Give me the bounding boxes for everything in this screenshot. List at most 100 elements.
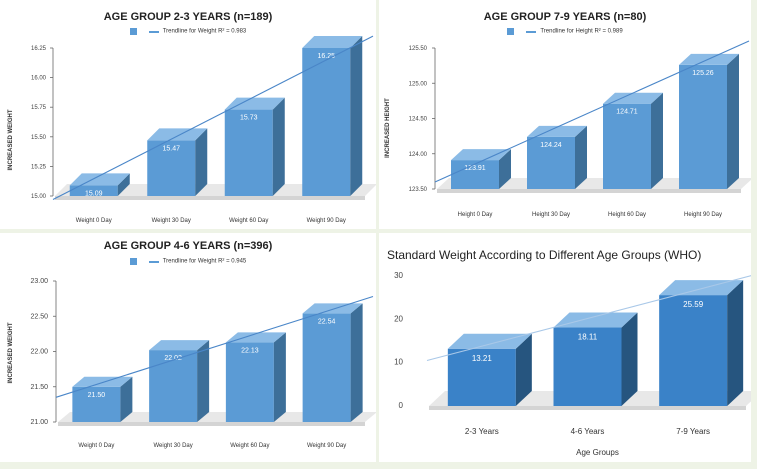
bar-side xyxy=(727,53,739,189)
bar-front xyxy=(553,327,622,406)
chart-title: AGE GROUP 4-6 YEARS (n=396) xyxy=(103,240,273,252)
x-tick-label: Weight 90 Day xyxy=(307,218,346,224)
bar-side xyxy=(195,128,208,196)
bar-side xyxy=(350,303,363,422)
x-tick-label: Height 0 Day xyxy=(458,212,493,218)
bar-side xyxy=(120,376,133,422)
bar-front xyxy=(447,348,516,406)
chart-title: AGE GROUP 2-3 YEARS (n=189) xyxy=(103,11,273,23)
chart-panel-age-7-9: AGE GROUP 7-9 YEARS (n=80) Trendline for… xyxy=(379,0,751,229)
bar-top xyxy=(69,173,130,186)
bar-top xyxy=(72,376,133,387)
x-tick-label: Weight 30 Day xyxy=(154,443,193,449)
y-tick-label: 22.50 xyxy=(30,313,48,320)
y-tick-label: 125.50 xyxy=(409,46,428,52)
chart-panel-age-2-3: AGE GROUP 2-3 YEARS (n=189) Trendline fo… xyxy=(0,0,376,229)
y-tick-label: 15.75 xyxy=(31,105,47,111)
y-tick-label: 16.25 xyxy=(31,46,47,52)
chart-legend: Trendline for Weight R² = 0.945 xyxy=(0,258,376,265)
bar-chart-age-7-9: 123.50 124.00 124.50 125.00 125.50 123.91 Heig… xyxy=(385,40,751,218)
legend-bar-swatch xyxy=(507,28,515,35)
bar xyxy=(224,97,285,196)
chart-floor-edge xyxy=(58,422,365,426)
bar-side xyxy=(272,97,285,196)
data-label: 15.47 xyxy=(162,145,180,152)
bar-front xyxy=(659,295,728,406)
bar xyxy=(147,128,208,196)
y-tick-label: 20 xyxy=(394,314,403,323)
y-tick-label: 30 xyxy=(394,271,403,280)
bar-side xyxy=(197,340,210,422)
x-tick-label: Weight 30 Day xyxy=(152,218,191,224)
bar-top xyxy=(553,312,638,328)
y-tick-label: 124.00 xyxy=(409,152,428,158)
data-label: 22.54 xyxy=(318,318,336,325)
bar-front xyxy=(451,160,499,189)
chart-floor xyxy=(55,184,376,196)
data-label: 25.59 xyxy=(683,300,704,309)
chart-legend: Trendline for Weight R² = 0.983 xyxy=(0,28,376,35)
bar-front xyxy=(147,140,196,196)
bar-chart-age-2-3: 15.00 15.25 15.50 15.75 16.00 16.25 15.09 Weigh… xyxy=(8,35,376,224)
chart-legend: Trendline for Height R² = 0.989 xyxy=(379,28,751,35)
trendline xyxy=(55,295,374,398)
y-tick-label: 15.25 xyxy=(31,164,47,170)
bar-front xyxy=(302,48,351,196)
data-label: 18.11 xyxy=(578,333,598,342)
legend-bar-swatch xyxy=(129,258,137,265)
bar xyxy=(447,333,532,406)
data-label: 21.50 xyxy=(88,392,106,399)
data-label: 16.25 xyxy=(317,53,335,60)
bar-side xyxy=(575,125,587,189)
bar xyxy=(72,376,133,422)
bar xyxy=(603,92,663,189)
y-tick-label: 21.50 xyxy=(30,384,48,391)
data-label: 15.73 xyxy=(240,115,258,122)
bar-front xyxy=(603,103,651,189)
bar-chart-age-4-6: 21.00 21.50 22.00 22.50 23.00 21.50 Weight 0 D… xyxy=(8,278,376,449)
bar-side xyxy=(727,280,744,406)
chart-panel-age-4-6: AGE GROUP 4-6 YEARS (n=396) Trendline fo… xyxy=(0,233,376,462)
x-tick-label: 2-3 Years xyxy=(465,427,499,436)
x-tick-label: Height 90 Day xyxy=(684,212,722,218)
chart-title: AGE GROUP 7-9 YEARS (n=80) xyxy=(483,11,647,23)
bar-front xyxy=(527,136,575,189)
bar-top xyxy=(149,340,210,351)
chart-floor xyxy=(58,412,376,422)
x-axis-title: Age Groups xyxy=(576,448,619,457)
y-tick-label: 125.00 xyxy=(409,81,428,87)
y-tick-label: 16.00 xyxy=(31,76,47,82)
bar-top xyxy=(225,332,286,343)
bar xyxy=(69,173,130,196)
bar-chart-who: 0 10 20 30 13.21 2-3 Years 18.11 4-6 Years 25.59… xyxy=(394,271,751,457)
bar-top xyxy=(147,128,208,141)
y-tick-label: 124.50 xyxy=(409,117,428,123)
bar xyxy=(527,125,587,189)
legend-bar-swatch xyxy=(129,28,137,35)
bar xyxy=(679,53,739,189)
legend-trend-label: Trendline for Weight R² = 0.983 xyxy=(162,28,247,35)
bar-front xyxy=(302,313,351,422)
bar-side xyxy=(499,149,511,189)
bar-front xyxy=(72,386,121,422)
chart-floor-edge xyxy=(437,189,741,193)
bar-side xyxy=(515,333,532,406)
bar-top xyxy=(659,280,744,296)
y-tick-label: 21.00 xyxy=(30,419,48,426)
bar-side xyxy=(350,36,363,196)
x-tick-label: Weight 90 Day xyxy=(307,443,346,449)
trendline xyxy=(434,40,750,183)
bar-front xyxy=(225,342,274,422)
y-tick-label: 0 xyxy=(399,401,404,410)
y-tick-label: 10 xyxy=(394,358,403,367)
bar-front xyxy=(224,109,273,196)
x-tick-label: Weight 60 Day xyxy=(230,443,269,449)
trendline xyxy=(52,35,374,201)
legend-trend-swatch xyxy=(148,260,159,263)
trendline xyxy=(426,275,751,362)
bar xyxy=(659,280,744,406)
bar-top xyxy=(224,97,285,110)
data-label: 22.13 xyxy=(241,347,259,354)
bar-top xyxy=(447,333,532,349)
bar xyxy=(225,332,286,422)
